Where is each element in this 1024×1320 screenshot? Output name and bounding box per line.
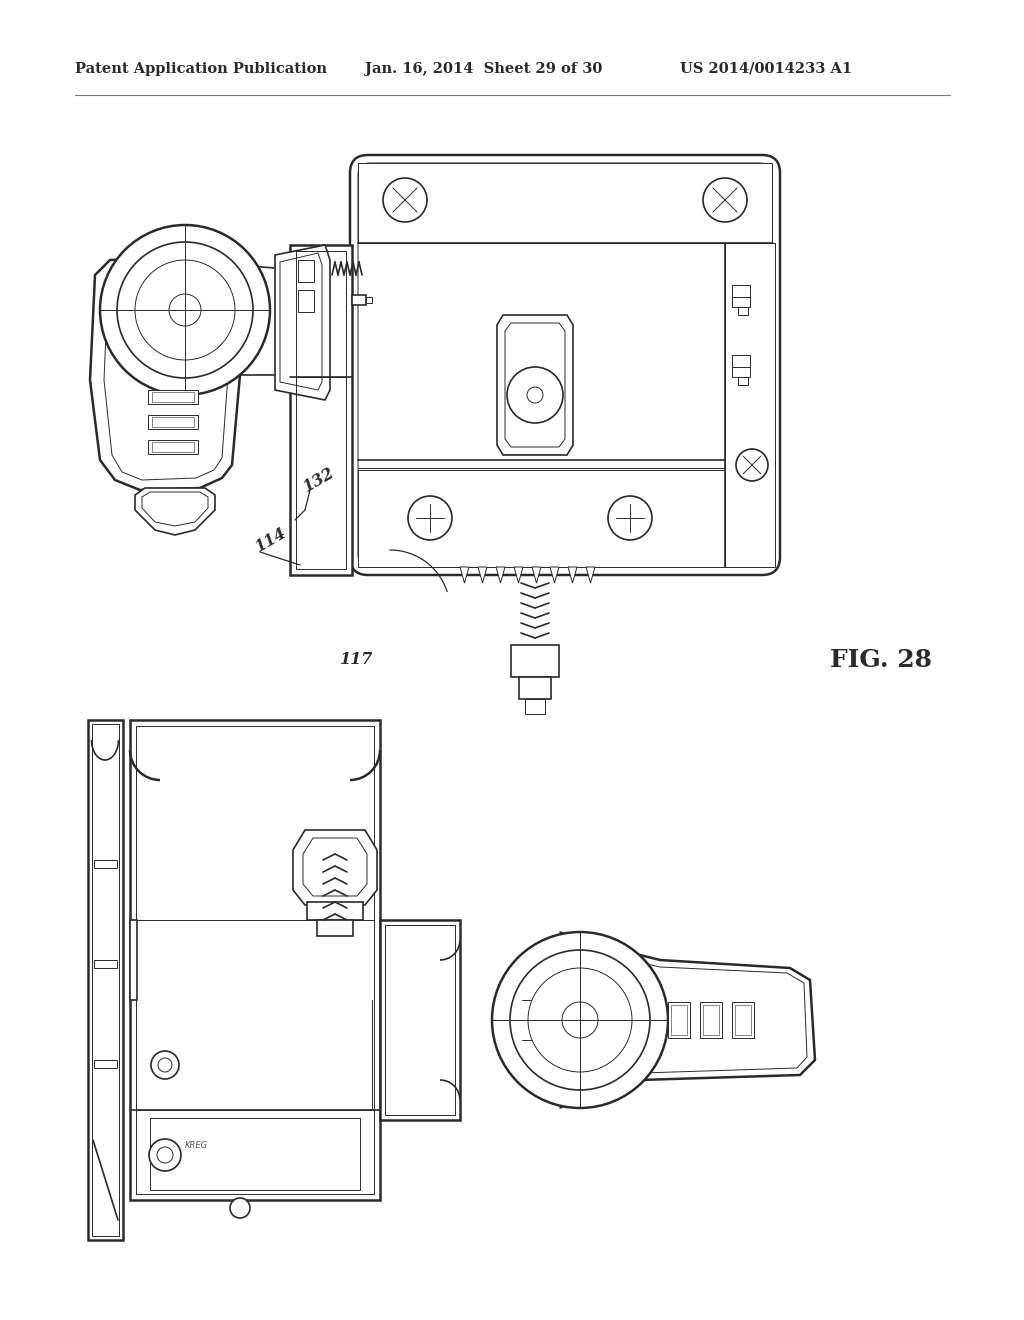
Bar xyxy=(738,308,748,315)
Bar xyxy=(358,470,725,568)
Circle shape xyxy=(510,950,650,1090)
Text: Patent Application Publication: Patent Application Publication xyxy=(75,62,327,77)
Bar xyxy=(519,677,551,700)
Bar xyxy=(298,290,314,312)
Bar xyxy=(725,243,775,568)
Text: 132: 132 xyxy=(300,465,337,496)
Bar xyxy=(94,1060,117,1068)
Bar xyxy=(700,1002,722,1038)
Circle shape xyxy=(492,932,668,1107)
Bar xyxy=(703,1005,719,1035)
Circle shape xyxy=(383,178,427,222)
Circle shape xyxy=(158,1059,172,1072)
Bar xyxy=(352,294,366,305)
Bar xyxy=(738,378,748,385)
Circle shape xyxy=(527,387,543,403)
Circle shape xyxy=(150,1139,181,1171)
Polygon shape xyxy=(135,488,215,535)
Polygon shape xyxy=(508,970,560,1074)
Bar xyxy=(511,645,559,677)
Polygon shape xyxy=(497,315,573,455)
Bar xyxy=(136,726,374,1195)
Polygon shape xyxy=(514,568,523,583)
Bar xyxy=(148,440,198,454)
Bar xyxy=(358,162,772,243)
FancyBboxPatch shape xyxy=(350,154,780,576)
Text: KREG: KREG xyxy=(185,1140,208,1150)
Bar xyxy=(130,719,380,1200)
Circle shape xyxy=(151,1051,179,1078)
Bar xyxy=(298,260,314,282)
Bar xyxy=(732,367,750,378)
Bar xyxy=(290,246,352,576)
Bar xyxy=(307,902,362,920)
Text: 117: 117 xyxy=(340,652,374,668)
Bar xyxy=(732,297,750,308)
Bar xyxy=(732,285,750,297)
Polygon shape xyxy=(275,246,330,400)
Bar xyxy=(380,920,460,1119)
Text: 114: 114 xyxy=(252,524,290,556)
Bar xyxy=(148,414,198,429)
Polygon shape xyxy=(460,568,469,583)
Polygon shape xyxy=(532,568,541,583)
Bar xyxy=(668,1002,690,1038)
Circle shape xyxy=(100,224,270,395)
Circle shape xyxy=(507,367,563,422)
Bar xyxy=(385,925,455,1115)
Bar xyxy=(130,920,137,1001)
Bar xyxy=(525,700,545,714)
Bar xyxy=(94,861,117,869)
Bar xyxy=(296,251,346,569)
Circle shape xyxy=(157,1147,173,1163)
Circle shape xyxy=(736,449,768,480)
Polygon shape xyxy=(586,568,595,583)
Bar xyxy=(88,719,123,1239)
Bar xyxy=(150,1118,360,1191)
Text: Jan. 16, 2014  Sheet 29 of 30: Jan. 16, 2014 Sheet 29 of 30 xyxy=(365,62,602,77)
Bar xyxy=(732,355,750,367)
Circle shape xyxy=(408,496,452,540)
Bar xyxy=(671,1005,687,1035)
Bar xyxy=(152,417,194,426)
Polygon shape xyxy=(90,255,240,490)
Circle shape xyxy=(230,1199,250,1218)
Bar xyxy=(735,1005,751,1035)
Bar xyxy=(317,920,353,936)
Bar xyxy=(152,442,194,451)
Circle shape xyxy=(135,260,234,360)
Text: FIG. 28: FIG. 28 xyxy=(830,648,932,672)
Circle shape xyxy=(117,242,253,378)
Circle shape xyxy=(562,1002,598,1038)
Bar xyxy=(92,723,119,1236)
Polygon shape xyxy=(550,568,559,583)
Bar xyxy=(732,1002,754,1038)
Text: US 2014/0014233 A1: US 2014/0014233 A1 xyxy=(680,62,852,77)
Circle shape xyxy=(703,178,746,222)
Circle shape xyxy=(169,294,201,326)
Bar xyxy=(366,297,372,304)
Circle shape xyxy=(608,496,652,540)
Polygon shape xyxy=(496,568,505,583)
Polygon shape xyxy=(620,954,815,1080)
Polygon shape xyxy=(478,568,487,583)
Polygon shape xyxy=(568,568,577,583)
Bar xyxy=(94,960,117,968)
Bar xyxy=(152,392,194,403)
Bar xyxy=(148,389,198,404)
Polygon shape xyxy=(293,830,377,906)
Circle shape xyxy=(528,968,632,1072)
